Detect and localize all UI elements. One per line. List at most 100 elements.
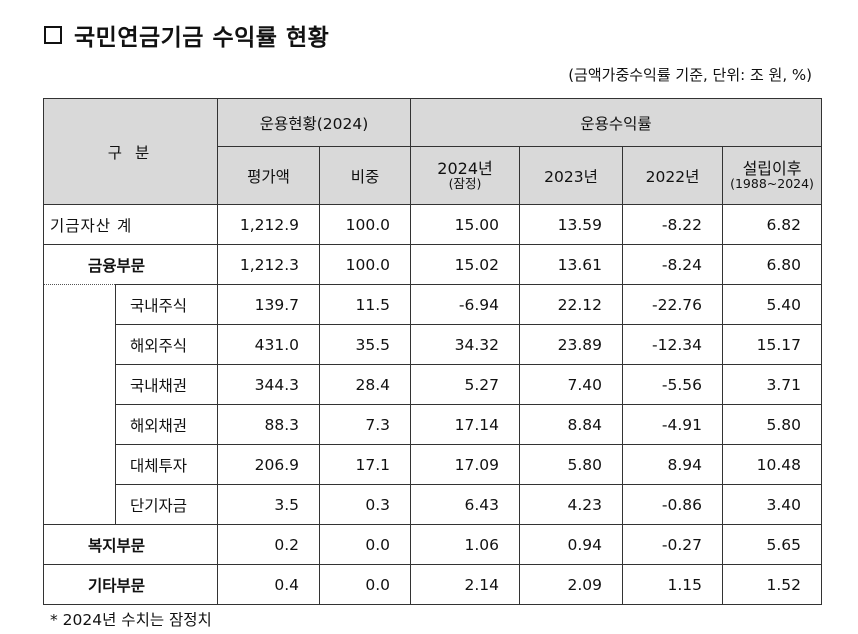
cell-weight: 7.3 [319, 404, 412, 445]
table-row: 기타부문 0.4 0.0 2.14 2.09 1.15 1.52 [42, 564, 823, 605]
cell-2024: -6.94 [410, 284, 521, 325]
cell-weight: 0.3 [319, 484, 412, 525]
table-row: 해외채권 88.3 7.3 17.14 8.84 -4.91 5.80 [44, 404, 823, 445]
row-label: 복지부문 [42, 524, 219, 565]
cell-since: 1.52 [722, 564, 823, 605]
table-row: 국내채권 344.3 28.4 5.27 7.40 -5.56 3.71 [44, 364, 823, 405]
cell-2024: 2.14 [410, 564, 521, 605]
table-row: 대체투자 206.9 17.1 17.09 5.80 8.94 10.48 [44, 444, 823, 485]
cell-2022: -5.56 [622, 364, 724, 405]
cell-2022: -8.22 [622, 204, 724, 245]
footnote: * 2024년 수치는 잠정치 [50, 611, 212, 629]
cell-2024: 34.32 [410, 324, 521, 365]
cell-2022: -4.91 [622, 404, 724, 445]
cell-valuation: 0.2 [217, 524, 321, 565]
cell-2022: 1.15 [622, 564, 724, 605]
cell-2023: 0.94 [519, 524, 624, 565]
cell-2022: -0.86 [622, 484, 724, 525]
cell-2022: -22.76 [622, 284, 724, 325]
header-weight: 비중 [319, 146, 412, 205]
table-row: 기금자산 계 1,212.9 100.0 15.00 13.59 -8.22 6… [42, 204, 823, 245]
header-2024-label: 2024년 [437, 158, 493, 178]
cell-valuation: 3.5 [217, 484, 321, 525]
cell-2024: 6.43 [410, 484, 521, 525]
cell-2022: -8.24 [622, 244, 724, 285]
row-label: 국내채권 [114, 364, 219, 405]
row-label: 단기자금 [114, 484, 219, 525]
header-2023: 2023년 [519, 146, 624, 205]
cell-valuation: 206.9 [217, 444, 321, 485]
row-label: 해외주식 [114, 324, 219, 365]
header-category: 구 분 [42, 98, 219, 205]
cell-since: 3.40 [722, 484, 823, 525]
header-row-2: 평가액 비중 2024년 (잠정) 2023년 2022년 설립이후 (1988… [44, 146, 823, 205]
cell-2024: 17.14 [410, 404, 521, 445]
table-row: 해외주식 431.0 35.5 34.32 23.89 -12.34 15.17 [44, 324, 823, 365]
header-2022: 2022년 [622, 146, 724, 205]
header-since: 설립이후 (1988~2024) [722, 146, 823, 205]
cell-valuation: 344.3 [217, 364, 321, 405]
table-row: 복지부문 0.2 0.0 1.06 0.94 -0.27 5.65 [42, 524, 823, 565]
page-title: 국민연금기금 수익률 현황 [44, 18, 329, 52]
header-group-returns: 운용수익률 [410, 98, 823, 147]
cell-since: 6.80 [722, 244, 823, 285]
cell-2024: 15.00 [410, 204, 521, 245]
indent-spacer [43, 284, 116, 525]
cell-since: 3.71 [722, 364, 823, 405]
row-label: 해외채권 [114, 404, 219, 445]
header-group-status: 운용현황(2024) [217, 98, 412, 147]
cell-since: 15.17 [722, 324, 823, 365]
row-label: 대체투자 [114, 444, 219, 485]
row-label: 기타부문 [42, 564, 219, 605]
table-row: 단기자금 3.5 0.3 6.43 4.23 -0.86 3.40 [44, 484, 823, 525]
cell-weight: 35.5 [319, 324, 412, 365]
cell-weight: 28.4 [319, 364, 412, 405]
cell-valuation: 1,212.9 [217, 204, 321, 245]
cell-2023: 7.40 [519, 364, 624, 405]
row-label: 금융부문 [42, 244, 219, 285]
header-2024-sub: (잠정) [448, 176, 482, 192]
cell-2023: 23.89 [519, 324, 624, 365]
cell-2024: 17.09 [410, 444, 521, 485]
cell-weight: 0.0 [319, 564, 412, 605]
cell-valuation: 1,212.3 [217, 244, 321, 285]
cell-valuation: 0.4 [217, 564, 321, 605]
cell-since: 10.48 [722, 444, 823, 485]
header-row-1: 구 분 운용현황(2024) 운용수익률 [42, 98, 823, 205]
cell-2022: -0.27 [622, 524, 724, 565]
cell-2024: 1.06 [410, 524, 521, 565]
header-since-label: 설립이후 [742, 158, 802, 178]
table-row: 국내주식 139.7 11.5 -6.94 22.12 -22.76 5.40 [43, 284, 823, 525]
cell-weight: 100.0 [319, 204, 412, 245]
cell-valuation: 88.3 [217, 404, 321, 445]
cell-2023: 4.23 [519, 484, 624, 525]
cell-2023: 5.80 [519, 444, 624, 485]
row-label: 기금자산 계 [42, 204, 219, 245]
unit-note: (금액가중수익률 기준, 단위: 조 원, %) [568, 66, 812, 84]
cell-2023: 8.84 [519, 404, 624, 445]
cell-since: 5.40 [722, 284, 823, 325]
cell-2022: 8.94 [622, 444, 724, 485]
checkbox-square-icon [44, 26, 62, 44]
cell-2023: 13.61 [519, 244, 624, 285]
cell-since: 6.82 [722, 204, 823, 245]
table-row: 금융부문 1,212.3 100.0 15.02 13.61 -8.24 6.8… [42, 244, 823, 285]
cell-2023: 22.12 [519, 284, 624, 325]
cell-2024: 15.02 [410, 244, 521, 285]
cell-weight: 100.0 [319, 244, 412, 285]
cell-since: 5.80 [722, 404, 823, 445]
cell-valuation: 139.7 [217, 284, 321, 325]
page-title-text: 국민연금기금 수익률 현황 [74, 25, 330, 51]
cell-2023: 2.09 [519, 564, 624, 605]
cell-2023: 13.59 [519, 204, 624, 245]
header-valuation: 평가액 [217, 146, 321, 205]
cell-2024: 5.27 [410, 364, 521, 405]
cell-weight: 0.0 [319, 524, 412, 565]
cell-weight: 17.1 [319, 444, 412, 485]
row-label: 국내주식 [114, 284, 219, 325]
cell-since: 5.65 [722, 524, 823, 565]
cell-2022: -12.34 [622, 324, 724, 365]
cell-valuation: 431.0 [217, 324, 321, 365]
cell-weight: 11.5 [319, 284, 412, 325]
returns-table: 구 분 운용현황(2024) 운용수익률 평가액 비중 2024년 (잠정) 2… [42, 98, 823, 605]
